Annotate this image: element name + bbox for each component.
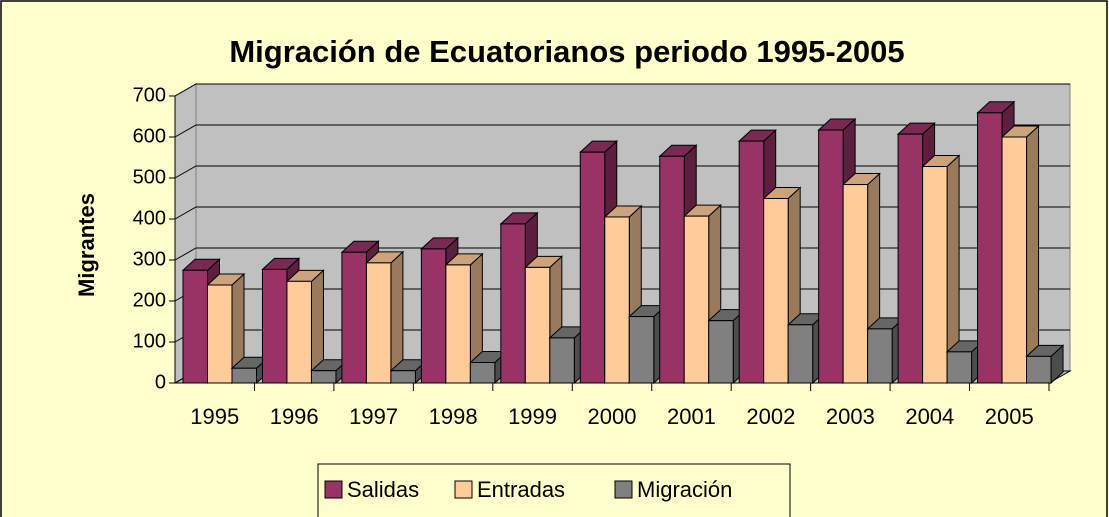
x-tick-label: 1995: [190, 404, 239, 429]
x-tick-label: 2001: [667, 404, 716, 429]
legend-swatch: [324, 480, 343, 499]
bar-front: [1001, 136, 1028, 384]
bar-front: [231, 367, 257, 384]
y-tick-label: 700: [133, 84, 166, 106]
bar-front: [390, 370, 416, 384]
bar: [444, 252, 484, 385]
bar: [365, 250, 405, 385]
bar-front: [182, 269, 208, 384]
bar-front: [897, 133, 924, 384]
bar-front: [207, 284, 233, 384]
bar-front: [683, 215, 710, 384]
grid-line: [174, 124, 1070, 138]
x-tick-label: 1998: [429, 404, 478, 429]
bar-front: [977, 112, 1003, 384]
bar-front: [524, 266, 551, 384]
bar-side: [1026, 124, 1040, 385]
grid-line: [174, 165, 1070, 179]
bar-front: [1026, 355, 1052, 384]
bar: [285, 269, 325, 385]
bar: [603, 204, 643, 385]
bar-front: [286, 280, 312, 384]
bar-front: [708, 320, 734, 384]
y-tick-label: 200: [133, 289, 166, 311]
y-tick-label: 300: [133, 248, 166, 270]
bar-front: [628, 316, 655, 384]
bar-front: [738, 140, 765, 384]
bar: [921, 154, 961, 385]
bar-front: [946, 351, 973, 384]
x-tick-label: 2005: [985, 404, 1034, 429]
legend-label: Salidas: [347, 477, 419, 502]
bar-front: [922, 166, 948, 384]
bar-front: [365, 262, 392, 384]
legend-swatch: [614, 480, 633, 499]
x-tick-label: 2002: [746, 404, 795, 429]
legend-swatch: [454, 480, 473, 499]
y-tick-label: 500: [133, 166, 166, 188]
legend-label: Entradas: [477, 477, 565, 502]
grid-line: [174, 83, 1070, 97]
bar-front: [867, 328, 893, 384]
bar-front: [818, 129, 844, 384]
bar-front: [842, 184, 869, 384]
bar-front: [763, 198, 789, 384]
chart-title: Migración de Ecuatorianos periodo 1995-2…: [229, 34, 904, 69]
bar: [1025, 344, 1065, 385]
bar-front: [420, 248, 447, 384]
bar-front: [604, 216, 630, 384]
bar-front: [579, 151, 606, 384]
bar-front: [445, 264, 471, 384]
bar: [762, 186, 802, 385]
bar-front: [341, 251, 367, 384]
bar-front: [310, 370, 337, 384]
y-tick-label: 600: [133, 125, 166, 147]
y-tick-label: 0: [155, 371, 166, 393]
x-tick-label: 2000: [588, 404, 637, 429]
bar-front: [469, 362, 496, 384]
legend: Salidas Entradas Migración: [317, 463, 791, 517]
bar-front: [549, 337, 575, 384]
bar-front: [787, 324, 814, 384]
x-tick-label: 1996: [270, 404, 319, 429]
x-tick-label: 2004: [905, 404, 954, 429]
legend-label: Migración: [637, 477, 732, 502]
y-axis-label: Migrantes: [74, 193, 99, 297]
y-tick-label: 100: [133, 330, 166, 352]
bar-front: [500, 223, 526, 384]
y-tick-label: 400: [133, 207, 166, 229]
x-tick-label: 1997: [349, 404, 398, 429]
bar: [1000, 124, 1040, 385]
x-tick-label: 1999: [508, 404, 557, 429]
bar: [206, 272, 246, 385]
x-tick-label: 2003: [826, 404, 875, 429]
bar-front: [659, 155, 685, 384]
legend-box: [317, 463, 791, 517]
bar-front: [261, 268, 288, 384]
